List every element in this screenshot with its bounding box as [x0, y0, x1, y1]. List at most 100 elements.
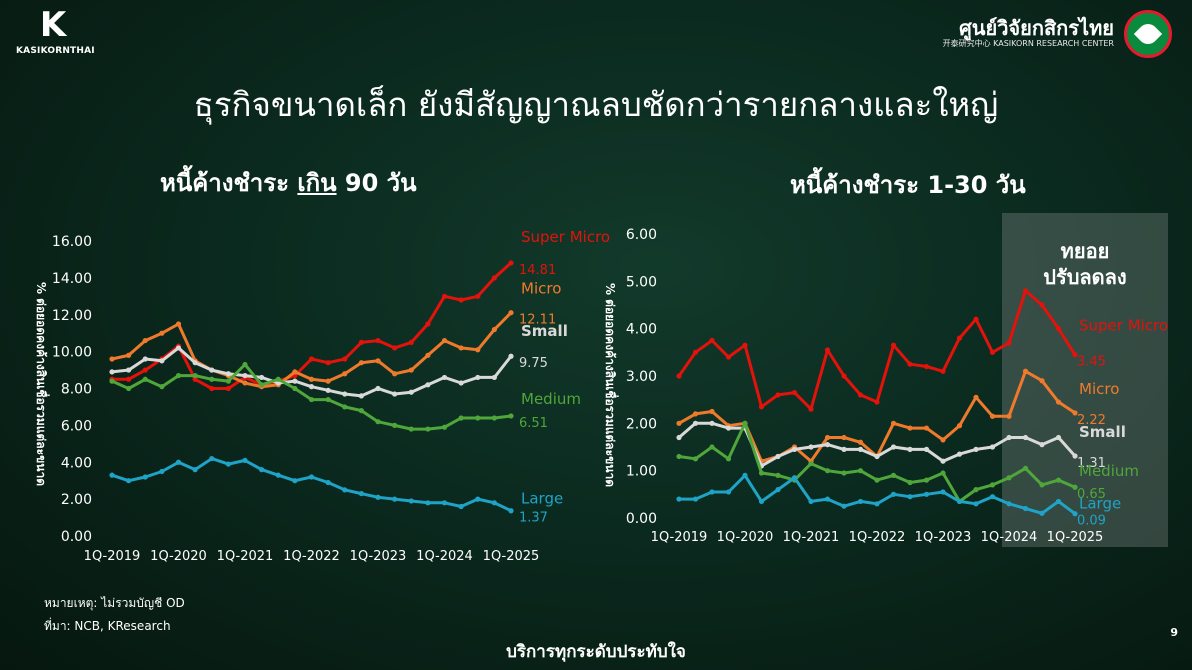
right-series-line-small [678, 421, 1077, 468]
left-point-super_micro [375, 337, 381, 344]
kasikornthai-logo: K KASIKORNTHAI [16, 8, 95, 64]
left-chart-title-a: หนี้ค้างชำระ [160, 169, 298, 197]
right-point-small [676, 434, 682, 441]
left-point-large [458, 503, 464, 510]
right-point-small [824, 442, 831, 448]
right-point-large [742, 472, 748, 478]
left-point-medium [175, 372, 182, 379]
left-point-super_micro [392, 345, 398, 351]
right-point-small [890, 444, 897, 450]
left-point-large [225, 461, 231, 467]
right-point-large [1072, 511, 1078, 517]
right-series-name-medium: Medium [1079, 462, 1139, 480]
right-point-large [791, 475, 798, 481]
right-point-small [1022, 434, 1029, 441]
left-point-large [275, 472, 281, 478]
kresearch-emblem-icon [1124, 10, 1172, 58]
left-x-tick-label: 1Q-2021 [217, 549, 274, 564]
left-point-large [109, 472, 115, 478]
left-point-medium [358, 408, 364, 414]
left-point-medium [508, 413, 514, 419]
right-point-small [841, 446, 847, 452]
left-point-micro [475, 347, 481, 353]
left-point-micro [175, 321, 182, 327]
left-point-super_micro [425, 321, 431, 327]
right-point-small [1039, 442, 1045, 448]
left-point-medium [109, 378, 115, 384]
right-point-super_micro [890, 342, 897, 348]
right-point-micro [923, 425, 930, 431]
left-point-large [209, 455, 215, 462]
left-point-micro [342, 371, 348, 377]
right-x-tick-label: 1Q-2019 [651, 530, 708, 545]
right-point-medium [1006, 475, 1012, 481]
left-point-super_micro [491, 275, 497, 281]
left-point-small [292, 378, 298, 384]
left-point-medium [259, 382, 265, 388]
right-point-micro [956, 423, 963, 429]
right-point-small [808, 444, 814, 450]
right-point-small [775, 453, 781, 460]
right-point-large [1055, 498, 1062, 505]
right-point-medium [808, 460, 814, 467]
left-point-small [508, 353, 514, 359]
right-point-medium [824, 468, 831, 474]
left-point-large [175, 459, 182, 465]
right-point-medium [973, 487, 979, 493]
right-end-value-small: 1.31 [1077, 456, 1106, 471]
right-x-tick-label: 1Q-2024 [981, 530, 1038, 545]
left-point-medium [375, 419, 381, 425]
right-point-medium [676, 453, 682, 460]
left-point-medium [275, 376, 281, 382]
right-point-micro [940, 437, 946, 443]
left-point-small [259, 374, 265, 381]
right-point-large [857, 498, 864, 505]
right-point-micro [709, 408, 715, 415]
left-y-tick-label: 16.00 [52, 234, 92, 250]
left-point-small [475, 374, 481, 381]
left-point-super_micro [308, 356, 315, 362]
footer-slogan: บริการทุกระดับประทับใจ [506, 642, 686, 662]
left-x-tick-label: 1Q-2024 [416, 549, 473, 564]
right-point-super_micro [1039, 302, 1045, 308]
left-point-medium [458, 415, 464, 421]
right-point-medium [989, 482, 996, 488]
left-point-super_micro [408, 339, 414, 346]
right-series-line-micro [678, 369, 1076, 463]
right-y-tick-label: 6.00 [626, 227, 657, 243]
left-point-medium [292, 385, 298, 392]
left-point-micro [441, 337, 448, 344]
right-point-medium [1055, 477, 1062, 483]
right-point-micro [692, 411, 699, 417]
left-point-medium [308, 396, 315, 403]
right-point-super_micro [1006, 340, 1012, 346]
left-point-medium [408, 426, 414, 432]
left-end-value-large: 1.37 [519, 511, 548, 526]
left-point-micro [109, 356, 115, 362]
right-point-micro [676, 420, 682, 426]
right-point-micro [1022, 368, 1029, 374]
highlight-box [1002, 213, 1168, 547]
left-point-super_micro [441, 293, 448, 299]
left-point-medium [491, 415, 497, 421]
left-point-large [242, 457, 248, 464]
left-chart-title-underlined: เกิน [297, 169, 337, 197]
left-point-medium [209, 376, 215, 382]
footnote: หมายเหตุ: ไม่รวมบัญชี OD [44, 596, 185, 610]
right-point-super_micro [857, 392, 864, 398]
left-point-large [358, 490, 364, 497]
highlight-box-label-line2: ปรับลดลง [1043, 265, 1127, 289]
left-series-line-super_micro [112, 261, 513, 390]
left-point-medium [441, 424, 448, 430]
right-point-small [1072, 453, 1078, 459]
kresearch-logo: ศูนย์วิจัยกสิกรไทย 开泰研究中心 KASIKORN RESEA… [943, 8, 1178, 58]
left-point-large [192, 467, 198, 473]
right-point-small [923, 446, 930, 452]
right-point-large [1006, 501, 1012, 507]
left-point-micro [508, 310, 514, 316]
left-point-large [142, 474, 148, 480]
source-note: ที่มา: NCB, KResearch [44, 619, 171, 633]
left-point-micro [308, 376, 315, 382]
highlight-box-label: ทยอย ปรับลดลง [1002, 238, 1168, 290]
